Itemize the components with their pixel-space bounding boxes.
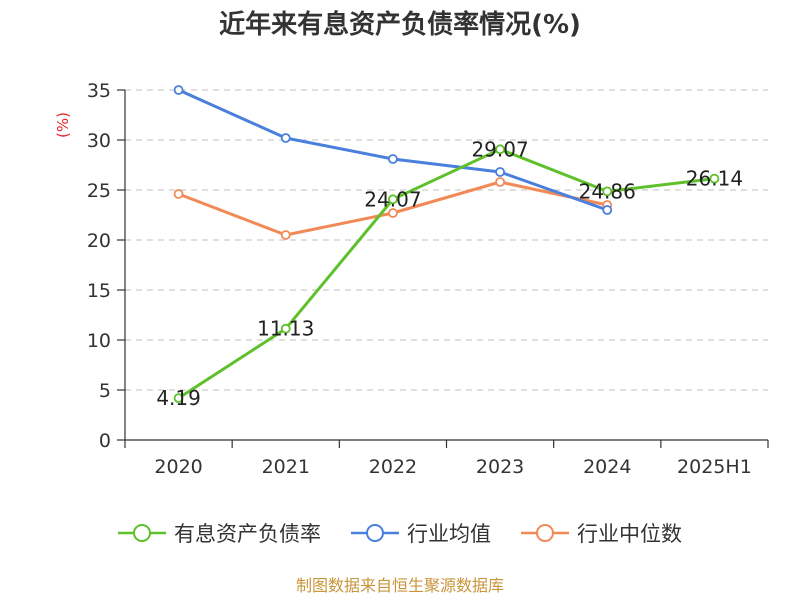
legend-line-icon (118, 524, 166, 542)
data-point (173, 393, 184, 404)
y-tick-label: 15 (87, 280, 111, 302)
legend-label: 有息资产负债率 (174, 522, 321, 546)
y-tick-label: 25 (87, 180, 111, 202)
data-point (495, 177, 505, 187)
data-point (602, 186, 613, 197)
data-point (709, 173, 720, 184)
legend-item[interactable]: 有息资产负债率 (118, 518, 321, 548)
legend-label: 行业均值 (407, 522, 491, 546)
data-label: 24.86 (579, 179, 636, 203)
x-tick-label: 2024 (583, 456, 631, 478)
chart-title: 近年来有息资产负债率情况(%) (219, 10, 581, 40)
data-point (388, 194, 398, 205)
legend-item[interactable]: 行业均值 (351, 518, 491, 548)
data-label: 24.07 (364, 187, 421, 211)
data-point (388, 154, 398, 164)
x-tick-label: 2023 (476, 456, 524, 478)
y-tick-label: 20 (87, 230, 111, 252)
x-tick-label: 2020 (154, 456, 202, 478)
x-tick-label: 2021 (262, 456, 310, 478)
line-chart: 0 5 10 15 20 25 30 35 2020 2021 2022 2023 2024 2025H1… (54, 80, 769, 478)
x-tick-label: 2022 (369, 456, 417, 478)
x-tick-label: 2025H1 (677, 456, 752, 478)
data-point (173, 189, 184, 199)
y-tick-label: 5 (99, 380, 111, 402)
data-point (280, 230, 291, 240)
chart-legend: 有息资产负债率 行业均值 行业中位数 (0, 518, 800, 548)
data-point (173, 85, 184, 95)
data-source: 制图数据来自恒生聚源数据库 (295, 576, 504, 595)
data-point (388, 208, 398, 218)
data-label: 26.14 (686, 167, 743, 191)
data-point (495, 144, 505, 155)
y-tick-label: 35 (87, 80, 111, 102)
data-label: 29.07 (471, 137, 528, 161)
legend-item[interactable]: 行业中位数 (521, 518, 682, 548)
data-point (602, 205, 613, 215)
y-tick-label: 30 (87, 130, 111, 152)
legend-line-icon (351, 524, 399, 542)
data-label: 11.13 (257, 317, 314, 341)
y-tick-label: 0 (99, 430, 111, 452)
y-tick-label: 10 (87, 330, 111, 352)
y-axis-unit: (%) (54, 112, 72, 138)
data-point (280, 323, 291, 334)
legend-line-icon (521, 524, 569, 542)
data-point (280, 133, 291, 143)
data-label: 4.19 (156, 386, 201, 410)
data-point (495, 167, 505, 177)
legend-label: 行业中位数 (577, 522, 682, 546)
series-line (177, 147, 715, 400)
